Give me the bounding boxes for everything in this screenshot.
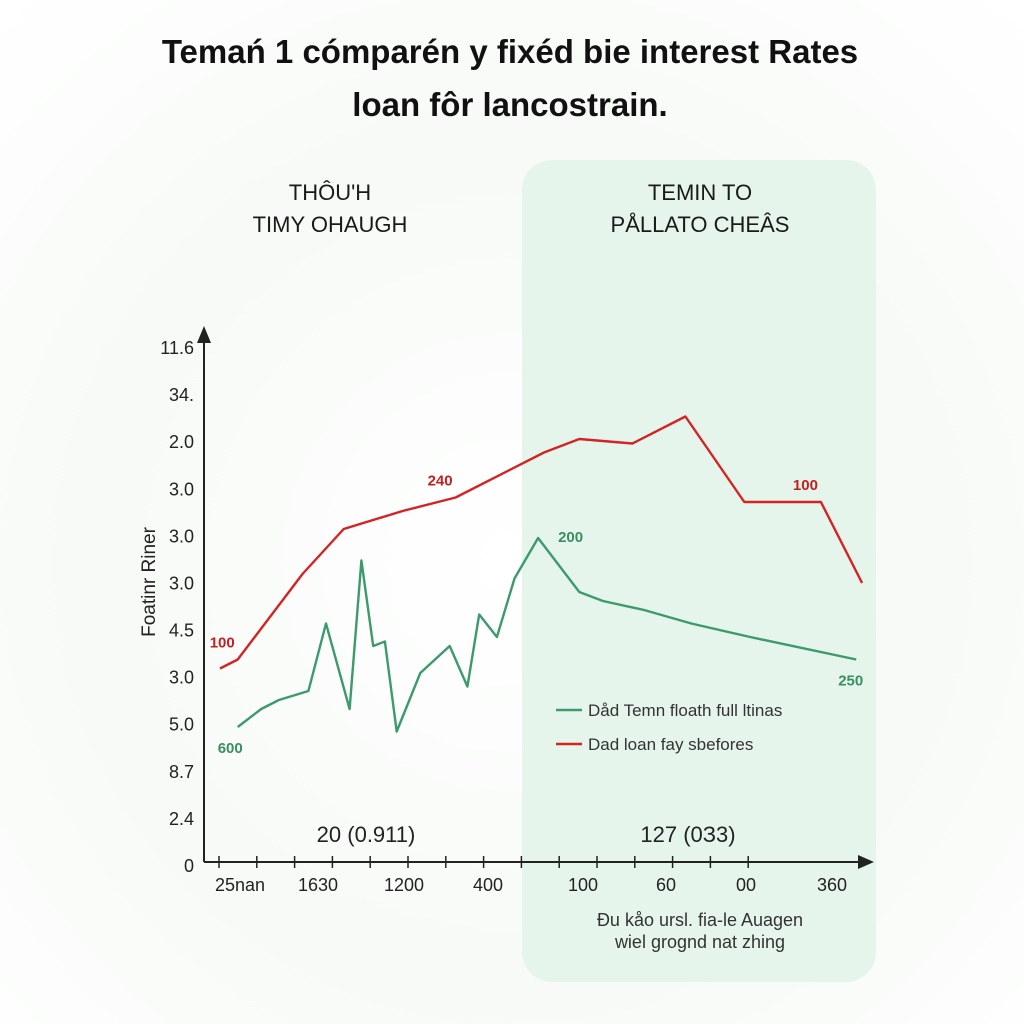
y-tick-label: 3.0 (169, 526, 194, 546)
data-label-red: 240 (428, 473, 453, 490)
x-tick-label: 100 (568, 875, 598, 895)
x-tick-label: 60 (656, 875, 676, 895)
right-panel-annotation: 127 (0З3) (640, 822, 735, 847)
data-label-green: 250 (838, 673, 863, 690)
data-label-group: 100 240 100 600 200 250 (210, 473, 864, 758)
y-tick-label: 3.0 (169, 668, 194, 688)
y-tick-label: 11.6 (160, 338, 194, 358)
x-tick-label: 1630 (298, 875, 338, 895)
x-axis-caption-line-1: Ðu kåo ursl. fia-le Auagen (597, 910, 803, 930)
legend-label-green: Dåd Temn floath full ltinas (588, 701, 782, 720)
series-line-red (219, 415, 864, 670)
y-tick-label: 8.7 (169, 762, 194, 782)
right-panel-heading-line-1: TEMIN TO (648, 180, 752, 205)
data-label-green: 600 (218, 740, 243, 757)
data-label-green: 200 (558, 529, 583, 546)
y-axis-arrow (197, 326, 211, 343)
legend-label-red: Dad loan fay sbefores (588, 735, 753, 754)
y-tick-label: 34. (169, 385, 194, 405)
x-tick-group: 25nan 1630 1200 400 100 60 00 360 (215, 856, 847, 895)
data-label-red: 100 (210, 635, 235, 652)
legend: Dåd Temn floath full ltinas Dad loan fay… (556, 701, 782, 754)
y-tick-label: 5.0 (169, 715, 194, 735)
x-tick-label: 1200 (384, 875, 424, 895)
y-tick-label: 4.5 (169, 621, 194, 641)
x-axis-arrow (858, 855, 874, 869)
y-tick-label: 2.0 (169, 432, 194, 452)
x-tick-label: 400 (473, 875, 503, 895)
y-axis-label: Foatinr Riner (139, 526, 160, 636)
data-label-red: 100 (793, 477, 818, 494)
x-tick-label: 25nan (215, 875, 265, 895)
series-group (219, 415, 864, 733)
highlight-panel-right (522, 160, 876, 982)
chart-title-line-1: Temań 1 cómparén y fixéd bie interest Ra… (162, 33, 858, 70)
y-tick-label: 3.0 (169, 573, 194, 593)
series-line-green (236, 536, 857, 733)
x-axis-caption-line-2: wiel grognd nat zhing (614, 932, 785, 952)
y-tick-label: 2.4 (169, 809, 194, 829)
left-panel-annotation: 20 (0.911) (317, 822, 416, 847)
y-tick-label: 3.0 (169, 479, 194, 499)
right-panel-heading-line-2: PÅLLATO CHEÂS (611, 212, 790, 237)
x-tick-label: 00 (736, 875, 756, 895)
y-tick-label: 0 (184, 856, 194, 876)
left-panel-heading-line-1: THÔU'H (289, 180, 371, 205)
x-tick-label: 360 (817, 875, 847, 895)
left-panel-heading-line-2: TIMY OHAUGH (253, 212, 408, 237)
chart-title-line-2: loan fôr lancostrain. (352, 86, 667, 123)
y-tick-group: 11.6 34. 2.0 3.0 3.0 3.0 4.5 3.0 5.0 8.7 2.4 0 (160, 338, 194, 876)
